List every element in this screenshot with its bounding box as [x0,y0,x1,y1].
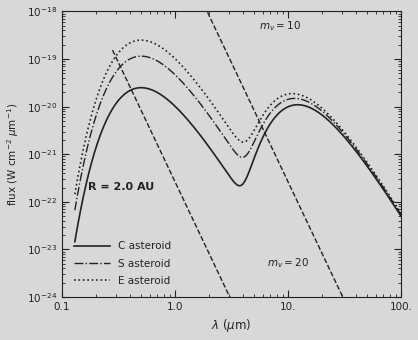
Text: R = 2.0 AU: R = 2.0 AU [88,182,154,192]
Legend: C asteroid, S asteroid, E asteroid: C asteroid, S asteroid, E asteroid [71,238,175,289]
X-axis label: $\lambda$ ($\mu$m): $\lambda$ ($\mu$m) [211,318,252,335]
Y-axis label: flux (W cm$^{-2}$ $\mu$m$^{-1}$): flux (W cm$^{-2}$ $\mu$m$^{-1}$) [5,103,21,206]
Text: $m_v = 20$: $m_v = 20$ [267,256,309,270]
Text: $m_v = 10$: $m_v = 10$ [259,19,301,33]
